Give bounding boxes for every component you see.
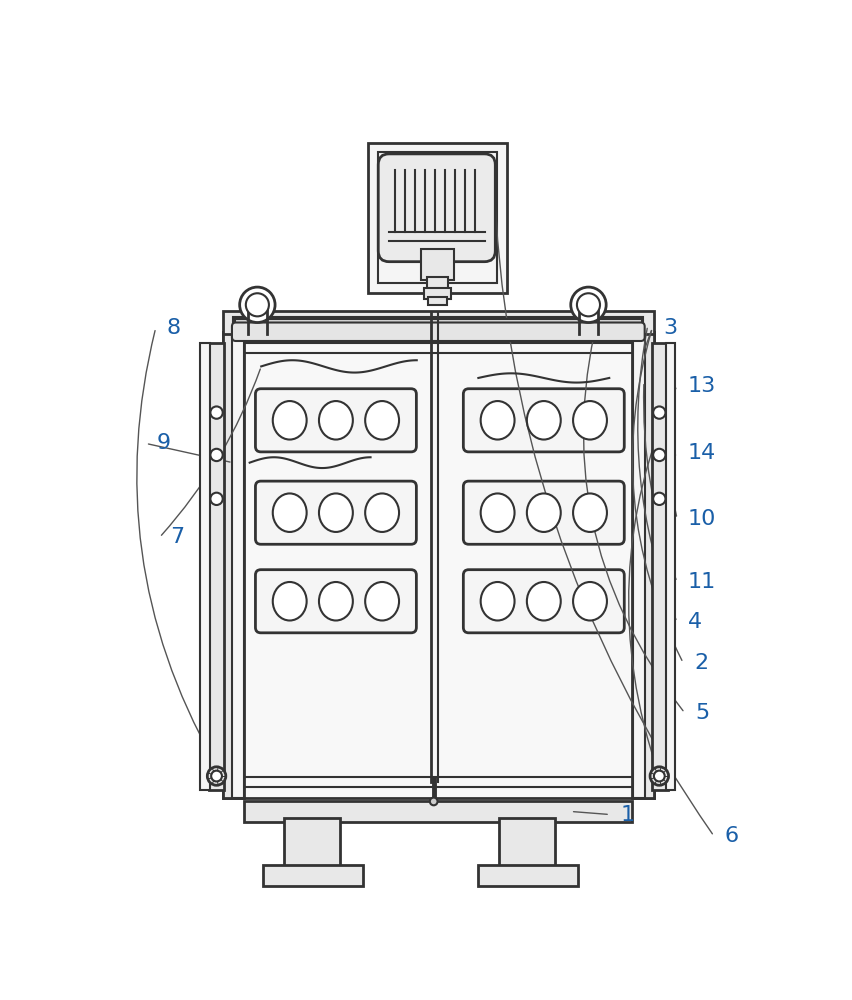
- Ellipse shape: [576, 293, 599, 316]
- Ellipse shape: [573, 401, 607, 440]
- Text: 6: 6: [724, 826, 738, 846]
- Ellipse shape: [573, 493, 607, 532]
- Bar: [233, 343, 642, 787]
- Bar: [631, 332, 653, 798]
- Bar: [209, 343, 224, 790]
- Ellipse shape: [481, 582, 514, 620]
- Ellipse shape: [365, 401, 399, 440]
- Text: 8: 8: [166, 318, 181, 338]
- FancyBboxPatch shape: [463, 570, 624, 633]
- Ellipse shape: [527, 493, 560, 532]
- Bar: [498, 818, 554, 868]
- Bar: [428, 297, 446, 305]
- Ellipse shape: [319, 582, 353, 620]
- Bar: [232, 332, 243, 798]
- Bar: [235, 319, 641, 325]
- Bar: [243, 801, 631, 822]
- Text: 4: 4: [687, 612, 701, 632]
- Bar: [222, 332, 653, 798]
- Ellipse shape: [365, 493, 399, 532]
- Text: 1: 1: [620, 805, 634, 825]
- Bar: [284, 818, 339, 868]
- Ellipse shape: [207, 767, 226, 785]
- Ellipse shape: [210, 449, 222, 461]
- FancyBboxPatch shape: [463, 389, 624, 452]
- Bar: [262, 865, 362, 886]
- Text: 9: 9: [156, 433, 170, 453]
- Ellipse shape: [429, 798, 437, 805]
- Bar: [377, 152, 496, 283]
- Bar: [652, 343, 667, 790]
- FancyBboxPatch shape: [255, 389, 416, 452]
- Ellipse shape: [210, 493, 222, 505]
- Ellipse shape: [481, 493, 514, 532]
- Ellipse shape: [210, 768, 222, 781]
- Ellipse shape: [653, 406, 665, 419]
- Bar: [421, 249, 453, 280]
- Text: 11: 11: [687, 572, 715, 592]
- Text: 10: 10: [687, 509, 716, 529]
- Ellipse shape: [210, 406, 222, 419]
- Ellipse shape: [527, 401, 560, 440]
- Bar: [243, 353, 632, 777]
- FancyBboxPatch shape: [255, 481, 416, 544]
- Text: 5: 5: [694, 703, 709, 723]
- Bar: [424, 288, 450, 299]
- Ellipse shape: [273, 401, 306, 440]
- FancyBboxPatch shape: [232, 323, 644, 341]
- Ellipse shape: [273, 582, 306, 620]
- Ellipse shape: [649, 767, 668, 785]
- Ellipse shape: [573, 582, 607, 620]
- Bar: [478, 865, 578, 886]
- Ellipse shape: [245, 293, 268, 316]
- Text: 3: 3: [662, 318, 676, 338]
- Ellipse shape: [273, 493, 306, 532]
- Ellipse shape: [239, 287, 274, 323]
- Ellipse shape: [319, 401, 353, 440]
- Bar: [665, 343, 675, 790]
- Text: 2: 2: [694, 653, 707, 673]
- Bar: [632, 332, 644, 798]
- FancyBboxPatch shape: [463, 481, 624, 544]
- Ellipse shape: [570, 287, 606, 323]
- Ellipse shape: [653, 771, 664, 781]
- Ellipse shape: [365, 582, 399, 620]
- Ellipse shape: [527, 582, 560, 620]
- Text: 13: 13: [687, 376, 715, 396]
- Ellipse shape: [653, 449, 665, 461]
- FancyBboxPatch shape: [377, 154, 495, 262]
- Bar: [222, 311, 653, 334]
- Text: 7: 7: [170, 527, 184, 547]
- Text: 14: 14: [687, 443, 715, 463]
- FancyBboxPatch shape: [255, 570, 416, 633]
- Bar: [426, 277, 448, 291]
- Ellipse shape: [653, 493, 665, 505]
- Ellipse shape: [319, 493, 353, 532]
- Bar: [233, 317, 642, 331]
- Bar: [200, 343, 210, 790]
- Ellipse shape: [481, 401, 514, 440]
- Bar: [368, 143, 506, 293]
- Bar: [222, 332, 244, 798]
- Ellipse shape: [211, 771, 222, 781]
